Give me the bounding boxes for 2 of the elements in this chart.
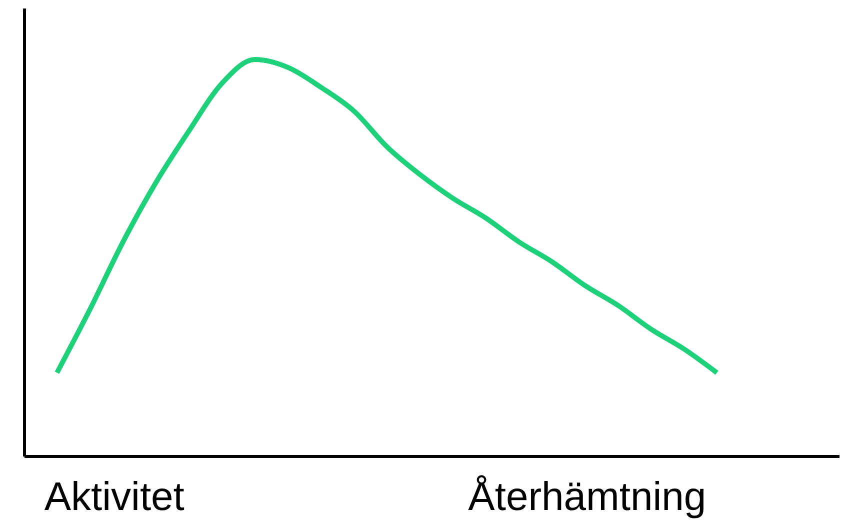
text: Aktivitet	[44, 475, 184, 519]
text: Återhämtning	[468, 475, 706, 519]
